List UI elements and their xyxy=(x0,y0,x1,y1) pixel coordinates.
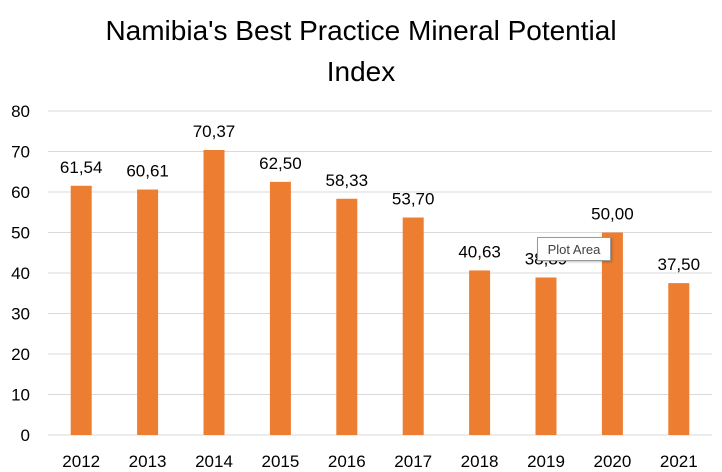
bar xyxy=(70,185,92,435)
bar xyxy=(402,217,424,435)
x-tick-label: 2018 xyxy=(461,452,499,471)
x-tick-label: 2012 xyxy=(62,452,100,471)
data-label: 58,33 xyxy=(326,171,369,190)
x-tick-label: 2021 xyxy=(660,452,698,471)
y-tick-label: 20 xyxy=(11,345,30,364)
bar xyxy=(137,189,159,435)
bar xyxy=(535,277,557,435)
x-tick-label: 2017 xyxy=(394,452,432,471)
data-label: 60,61 xyxy=(126,162,169,181)
plot-area-tooltip: Plot Area xyxy=(537,237,611,261)
data-label: 61,54 xyxy=(60,158,103,177)
bar xyxy=(203,150,225,435)
y-tick-label: 60 xyxy=(11,183,30,202)
data-label: 70,37 xyxy=(193,122,236,141)
y-tick-label: 70 xyxy=(11,143,30,162)
x-tick-label: 2014 xyxy=(195,452,233,471)
y-tick-label: 30 xyxy=(11,305,30,324)
data-label: 37,50 xyxy=(658,255,701,274)
bar xyxy=(336,198,358,435)
chart-title-line-2: Index xyxy=(326,56,396,87)
x-tick-label: 2013 xyxy=(129,452,167,471)
bar xyxy=(601,232,623,435)
bar xyxy=(269,181,291,435)
x-tick-label: 2015 xyxy=(261,452,299,471)
data-label: 53,70 xyxy=(392,190,435,209)
data-label: 62,50 xyxy=(259,154,302,173)
y-tick-label: 40 xyxy=(11,264,30,283)
x-tick-label: 2020 xyxy=(593,452,631,471)
chart-title-line-1: Namibia's Best Practice Mineral Potentia… xyxy=(105,15,617,46)
y-tick-label: 0 xyxy=(21,426,30,445)
chart-title: Namibia's Best Practice Mineral Potentia… xyxy=(0,10,722,92)
data-label: 40,63 xyxy=(458,242,501,261)
y-tick-label: 80 xyxy=(11,102,30,121)
y-tick-label: 10 xyxy=(11,386,30,405)
y-tick-label: 50 xyxy=(11,224,30,243)
bar xyxy=(469,270,491,435)
bar xyxy=(668,283,690,435)
x-tick-label: 2016 xyxy=(328,452,366,471)
data-label: 50,00 xyxy=(591,205,634,224)
x-tick-label: 2019 xyxy=(527,452,565,471)
